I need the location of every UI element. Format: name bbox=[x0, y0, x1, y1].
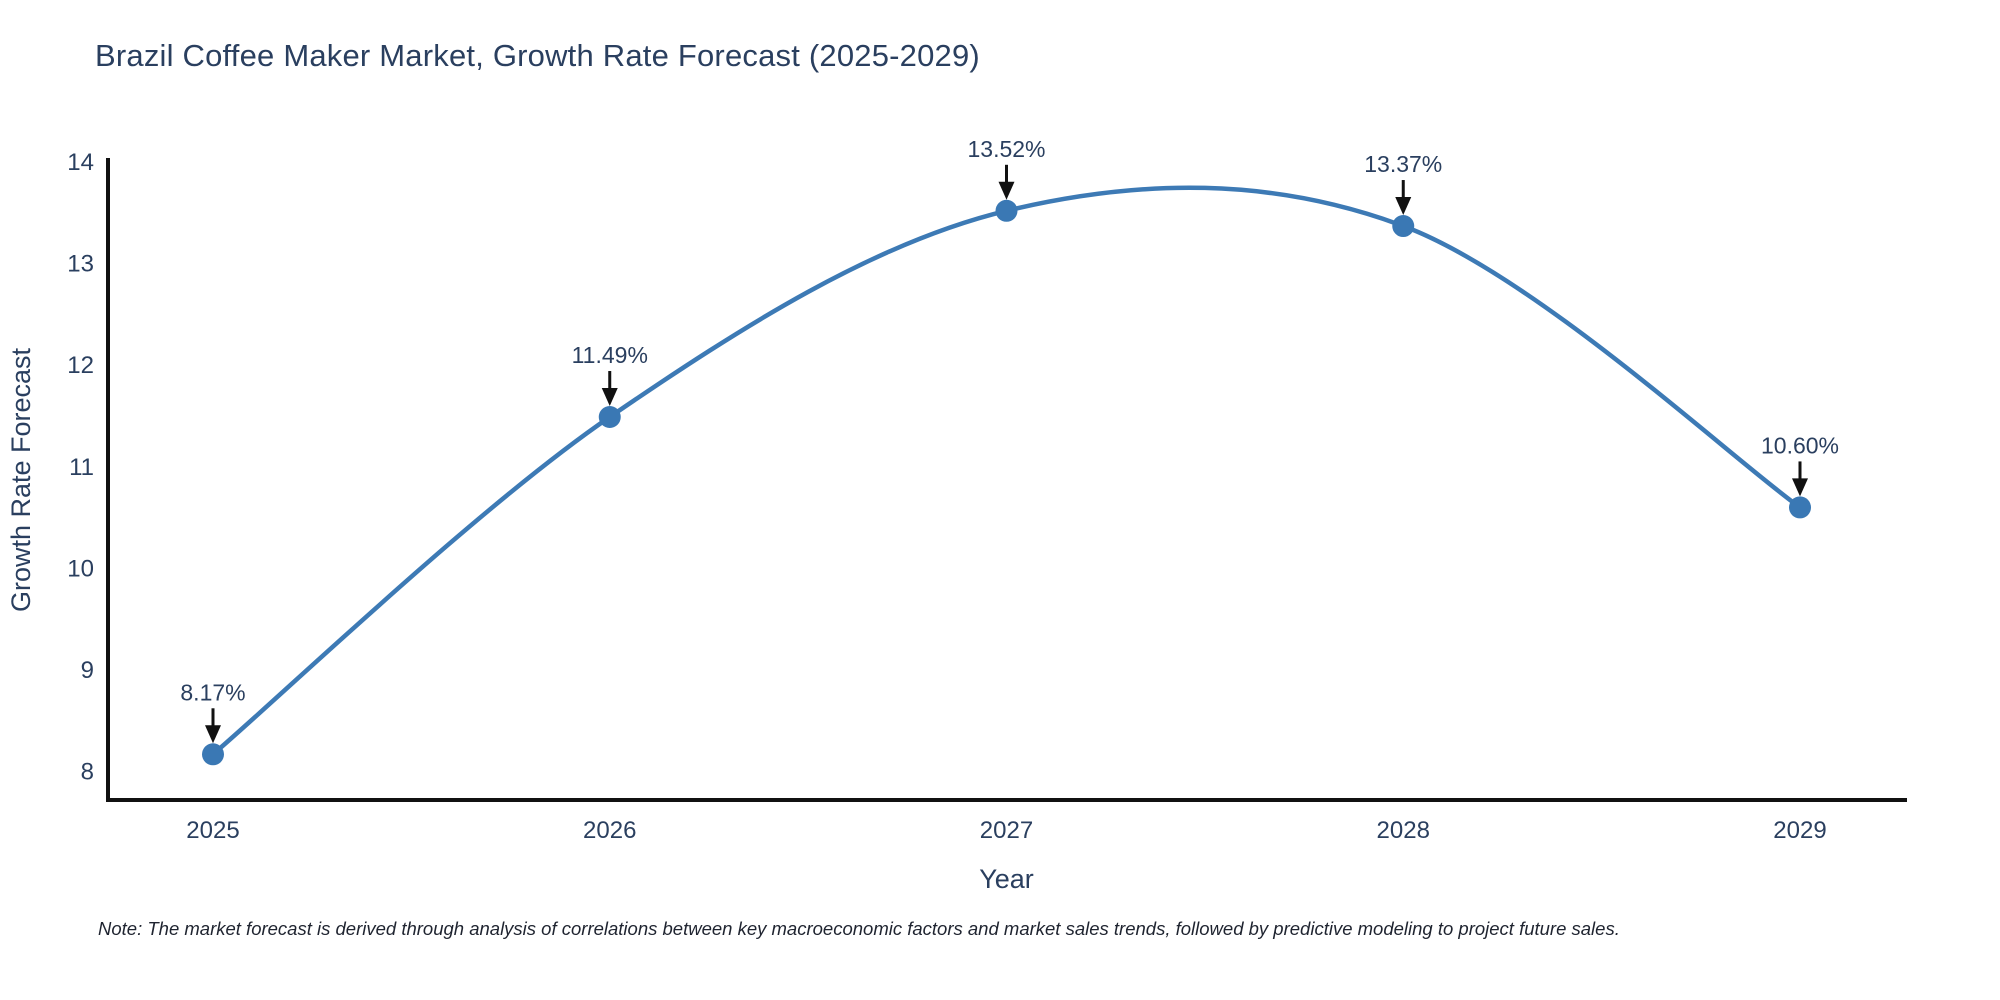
data-point-marker bbox=[202, 743, 224, 766]
data-point-marker bbox=[1392, 215, 1415, 238]
x-tick-label: 2025 bbox=[186, 817, 239, 844]
chart-title: Brazil Coffee Maker Market, Growth Rate … bbox=[95, 38, 980, 73]
y-tick-label: 9 bbox=[81, 657, 94, 684]
data-point-marker bbox=[995, 199, 1018, 222]
annotation-arrow-head bbox=[205, 725, 221, 744]
y-tick-label: 11 bbox=[69, 454, 94, 481]
data-point-marker bbox=[598, 406, 621, 429]
point-value-label: 11.49% bbox=[572, 342, 648, 368]
annotation-arrow-head bbox=[601, 388, 618, 407]
point-value-label: 13.37% bbox=[1364, 151, 1442, 177]
y-axis-title: Growth Rate Forecast bbox=[6, 347, 36, 612]
x-axis-title: Year bbox=[979, 864, 1034, 894]
data-point-marker bbox=[1789, 496, 1811, 519]
axis-lines bbox=[106, 158, 1907, 802]
y-tick-label: 14 bbox=[67, 149, 94, 176]
x-tick-label: 2026 bbox=[583, 817, 636, 844]
annotation-arrow-head bbox=[1792, 478, 1808, 497]
x-tick-label: 2027 bbox=[980, 817, 1033, 844]
series-line bbox=[211, 185, 1802, 757]
y-tick-label: 10 bbox=[67, 555, 94, 582]
point-value-label: 13.52% bbox=[967, 136, 1045, 162]
annotation-arrow-head bbox=[998, 181, 1015, 200]
y-tick-label: 12 bbox=[67, 352, 94, 379]
y-tick-label: 8 bbox=[81, 759, 94, 786]
point-value-label: 8.17% bbox=[180, 679, 245, 705]
x-tick-label: 2028 bbox=[1377, 817, 1430, 844]
point-value-label: 10.60% bbox=[1761, 432, 1839, 458]
annotation-arrow-head bbox=[1395, 197, 1412, 216]
footnote: Note: The market forecast is derived thr… bbox=[98, 918, 1620, 939]
y-tick-label: 13 bbox=[67, 251, 94, 278]
x-tick-label: 2029 bbox=[1773, 817, 1826, 844]
